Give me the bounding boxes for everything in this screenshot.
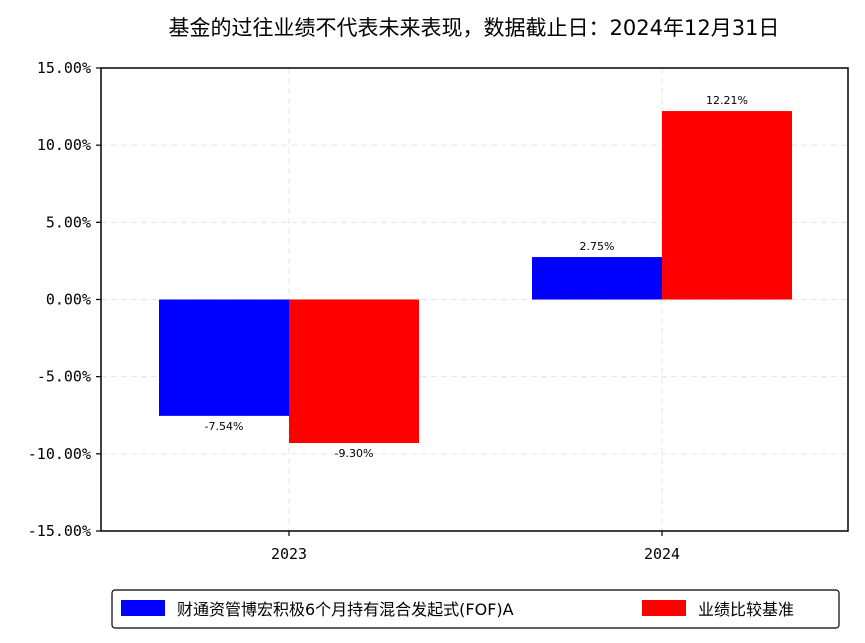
data-labels: -7.54% 2.75% -9.30% 12.21% bbox=[205, 94, 748, 460]
x-tick-label: 2023 bbox=[271, 545, 307, 563]
data-label: 12.21% bbox=[706, 94, 748, 107]
y-tick-label: -5.00% bbox=[37, 368, 91, 386]
legend-swatch-fund bbox=[121, 600, 165, 616]
y-axis: 15.00% 10.00% 5.00% 0.00% -5.00% -10.00% -15.0… bbox=[28, 59, 101, 540]
legend-swatch-benchmark bbox=[642, 600, 686, 616]
y-tick-label: 0.00% bbox=[46, 291, 91, 309]
y-tick-label: -10.00% bbox=[28, 445, 91, 463]
bar-benchmark bbox=[289, 299, 419, 444]
x-axis: 2023 2024 bbox=[271, 531, 680, 563]
chart-title: 基金的过往业绩不代表未来表现，数据截止日：2024年12月31日 bbox=[169, 16, 780, 40]
y-tick-label: 5.00% bbox=[46, 213, 91, 231]
bars bbox=[159, 111, 792, 444]
x-tick-label: 2024 bbox=[644, 545, 680, 563]
legend-label-benchmark: 业绩比较基准 bbox=[698, 600, 794, 619]
bar-fund bbox=[159, 299, 289, 416]
y-tick-label: 15.00% bbox=[37, 59, 91, 77]
legend-box bbox=[111, 589, 840, 629]
data-label: -7.54% bbox=[205, 420, 244, 433]
data-label: -9.30% bbox=[335, 447, 374, 460]
bar-fund bbox=[532, 257, 662, 300]
legend: 财通资管博宏积极6个月持有混合发起式(FOF)A 业绩比较基准 bbox=[111, 589, 840, 629]
y-tick-label: 10.00% bbox=[37, 136, 91, 154]
bar-benchmark bbox=[662, 111, 792, 300]
legend-label-fund: 财通资管博宏积极6个月持有混合发起式(FOF)A bbox=[177, 600, 514, 619]
y-tick-label: -15.00% bbox=[28, 522, 91, 540]
data-label: 2.75% bbox=[580, 240, 615, 253]
